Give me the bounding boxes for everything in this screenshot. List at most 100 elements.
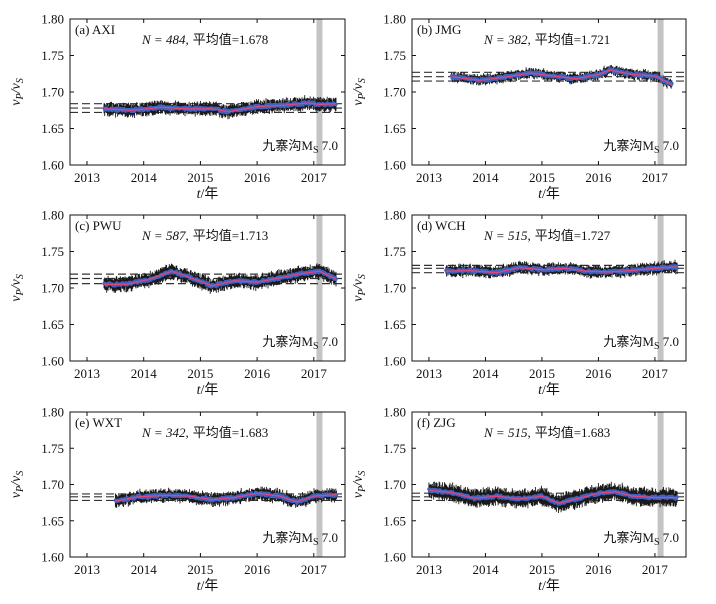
panel-4-xlabel: t/年 (538, 382, 560, 398)
panel-4-ylabel-sub2: S (357, 274, 368, 279)
panel-3-ytick-label-3: 1.70 (41, 281, 64, 296)
panel-5-ytick-label-5: 1.80 (41, 405, 64, 420)
panel-2-ylabel-v2: /v (351, 83, 366, 95)
panel-1-xtick-label-1: 2013 (74, 170, 100, 185)
panel-1-ylabel-sub1: P (15, 93, 26, 100)
panel-2-ylabel-sub1: P (357, 93, 368, 100)
panel-3-xlabel-unit: /年 (201, 382, 219, 398)
panel-1-label: (a) AXI (75, 22, 115, 37)
panel-2-stat-mean: 平均值=1.721 (535, 32, 611, 47)
panel-2-ytick-label-4: 1.75 (383, 48, 406, 63)
panel-4-ylabel: vP/vS (351, 274, 368, 301)
panel-4-ytick-label-3: 1.70 (383, 281, 406, 296)
panel-4-ylabel-v1: v (351, 295, 366, 302)
panel-3-earthquake-band (316, 215, 323, 361)
panel-3-ylabel: vP/vS (9, 274, 26, 301)
panel-1-xlabel: t/年 (197, 186, 219, 202)
panel-4-xtick-label-1: 2013 (416, 366, 442, 381)
panel-5-label: (e) WXT (75, 415, 122, 430)
panel-5-stats: N = 342, 平均值=1.683 (141, 425, 268, 440)
panel-2-xlabel-t: t (538, 187, 543, 202)
panel-4-event-sub: S (654, 341, 660, 352)
panel-3-xtick-label-2: 2014 (131, 366, 158, 381)
panel-5-ytick-label-1: 1.60 (41, 550, 64, 565)
panel-2-xtick-label-4: 2016 (585, 170, 612, 185)
panel-6-xtick-label-5: 2017 (642, 562, 669, 577)
panel-2-ylabel-sub2: S (357, 78, 368, 83)
panel-6-xtick-label-2: 2014 (472, 562, 499, 577)
panel-5-fit-line (115, 492, 337, 503)
panel-3-stat-n: N = 587, (141, 228, 189, 243)
panel-6-stat-mean: 平均值=1.683 (535, 425, 611, 440)
panel-3-xtick-label-4: 2016 (244, 366, 271, 381)
panel-6: 1.60 1.65 1.70 1.75 1.80 2013 2014 2015 2016 2017… (351, 405, 687, 594)
panel-6-xlabel-unit: /年 (542, 578, 560, 594)
panel-2-event-sub: S (654, 145, 660, 156)
panel-2-xtick-label-5: 2017 (642, 170, 669, 185)
panel-3-event-sub: S (313, 341, 319, 352)
panel-1-ytick-label-4: 1.75 (41, 48, 64, 63)
panel-1-event-label: 九寨沟MS 7.0 (262, 138, 338, 156)
panel-1-event-name: 九寨沟M (262, 138, 313, 153)
panel-3-event-name: 九寨沟M (262, 334, 313, 349)
panel-2-xtick-label-2: 2014 (472, 170, 499, 185)
panel-4-xtick-label-5: 2017 (642, 366, 669, 381)
panel-4-ytick-label-1: 1.60 (383, 354, 406, 369)
panel-5-ylabel-v1: v (9, 491, 24, 498)
panel-5-event-mag: 7.0 (319, 530, 339, 545)
panel-2-event-mag: 7.0 (660, 138, 680, 153)
panel-3-xlabel-t: t (197, 383, 202, 398)
panel-3-event-label: 九寨沟MS 7.0 (262, 334, 338, 352)
panel-2-stats: N = 382, 平均值=1.721 (483, 32, 610, 47)
panel-5-xlabel-unit: /年 (201, 578, 219, 594)
panel-5-ytick-label-4: 1.75 (41, 441, 64, 456)
panel-6-ylabel-v1: v (351, 491, 366, 498)
panel-1-ylabel-v1: v (9, 99, 24, 106)
panel-5-ylabel-sub1: P (15, 486, 26, 493)
panel-6-event-name: 九寨沟M (603, 530, 654, 545)
panel-3-stats: N = 587, 平均值=1.713 (141, 228, 268, 243)
panel-1-ytick-label-1: 1.60 (41, 158, 64, 173)
panel-2-xlabel: t/年 (538, 186, 560, 202)
panel-2: 1.60 1.65 1.70 1.75 1.80 2013 2014 2015 2016 2017… (351, 12, 687, 202)
panel-3-fit-line (104, 270, 337, 287)
panel-1-xtick-label-2: 2014 (131, 170, 158, 185)
panel-4-event-mag: 7.0 (660, 334, 680, 349)
panel-3-ylabel-sub1: P (15, 289, 26, 296)
panel-1-xtick-label-4: 2016 (244, 170, 271, 185)
panel-4-xtick-label-2: 2014 (472, 366, 499, 381)
panel-3-label: (c) PWU (75, 218, 122, 233)
panel-6-event-sub: S (654, 537, 660, 548)
panel-3-ytick-label-2: 1.65 (41, 317, 64, 332)
panel-6-xlabel-t: t (538, 579, 543, 594)
panel-5: 1.60 1.65 1.70 1.75 1.80 2013 2014 2015 2016 2017… (9, 405, 346, 594)
panel-5-stat-n: N = 342, (141, 425, 189, 440)
panel-2-stat-n: N = 382, (483, 32, 531, 47)
panel-4-stat-n: N = 515, (483, 228, 531, 243)
panel-6-ytick-label-3: 1.70 (383, 477, 406, 492)
panel-1-stat-mean: 平均值=1.678 (193, 32, 269, 47)
panel-2-ylabel: vP/vS (351, 78, 368, 105)
panel-4-xtick-label-3: 2015 (529, 366, 555, 381)
panel-3-ylabel-v2: /v (9, 279, 24, 291)
panel-5-xtick-label-2: 2014 (131, 562, 158, 577)
panel-2-event-label: 九寨沟MS 7.0 (603, 138, 679, 156)
panel-1-earthquake-band (316, 19, 323, 165)
panel-2-ytick-label-2: 1.65 (383, 121, 406, 136)
panel-1-event-mag: 7.0 (319, 138, 339, 153)
panel-4-xlabel-unit: /年 (542, 382, 560, 398)
panel-3-stat-mean: 平均值=1.713 (193, 228, 269, 243)
panel-3-xlabel: t/年 (197, 382, 219, 398)
panel-4-ylabel-sub1: P (357, 289, 368, 296)
panel-6-ylabel-sub2: S (357, 471, 368, 476)
panel-1-ytick-label-2: 1.65 (41, 121, 64, 136)
panel-6-event-mag: 7.0 (660, 530, 680, 545)
panel-1-ytick-label-3: 1.70 (41, 85, 64, 100)
panel-3-ytick-label-1: 1.60 (41, 354, 64, 369)
panel-3-ylabel-v1: v (9, 295, 24, 302)
panel-2-label: (b) JMG (417, 22, 461, 37)
panel-5-event-name: 九寨沟M (262, 530, 313, 545)
panel-4-stats: N = 515, 平均值=1.727 (483, 228, 611, 243)
panel-6-label: (f) ZJG (417, 415, 456, 430)
